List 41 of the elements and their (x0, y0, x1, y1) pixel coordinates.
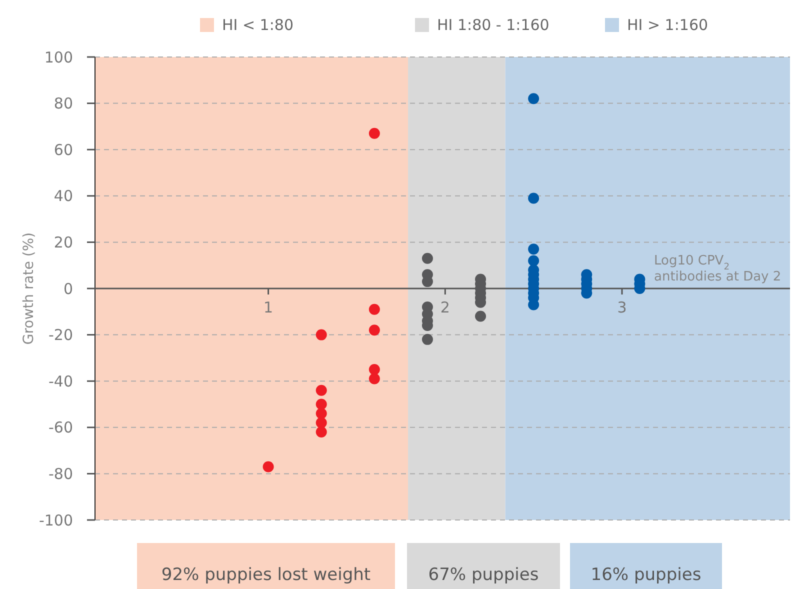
point (262, 461, 274, 472)
y-tick-label: 80 (54, 94, 73, 113)
point (368, 373, 380, 384)
y-tick-label: 0 (63, 280, 73, 298)
x-tick-label: 1 (264, 298, 274, 316)
y-tick-label: 60 (54, 140, 73, 159)
point (316, 329, 327, 340)
y-tick-label: -40 (48, 372, 73, 390)
x-tick-label: 3 (617, 298, 627, 316)
legend-label: HI > 1:160 (627, 16, 708, 34)
point (316, 426, 327, 438)
legend-label: HI 1:80 - 1:160 (437, 16, 550, 34)
point (528, 255, 540, 266)
y-tick-label: -100 (38, 511, 73, 530)
text: 16% puppies (590, 565, 702, 585)
point (368, 304, 380, 315)
x-axis-title: Log10 CPV$_{2}$ antibodies at Day 2 (654, 254, 782, 284)
point (422, 252, 433, 264)
x-tick-label: 2 (440, 298, 450, 316)
point (528, 192, 540, 204)
point (316, 417, 327, 428)
point (316, 408, 327, 420)
text: 92% puppies lost weight (161, 565, 371, 585)
point (368, 364, 380, 376)
point (368, 324, 380, 336)
point (475, 310, 486, 322)
y-tick-label: -20 (48, 326, 73, 344)
point (316, 398, 327, 410)
point (368, 128, 380, 139)
point (422, 334, 433, 345)
point (528, 93, 540, 104)
point (528, 244, 540, 255)
y-tick-label: 20 (54, 233, 73, 252)
y-tick-label: 40 (54, 187, 73, 206)
text: 67% puppies (428, 565, 539, 585)
y-tick-label: 100 (44, 48, 73, 66)
y-axis-title: Growth rate (%) (21, 232, 37, 345)
y-tick-label: -60 (48, 418, 73, 437)
point (316, 384, 327, 396)
y-tick-label: -80 (48, 464, 73, 483)
legend-label: HI < 1:80 (222, 16, 294, 34)
